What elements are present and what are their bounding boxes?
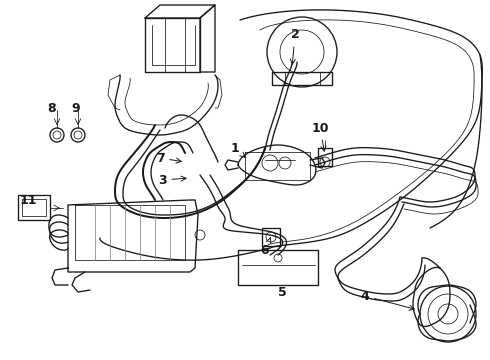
Bar [262, 228, 280, 246]
Text: 8: 8 [48, 102, 56, 114]
Text: 10: 10 [311, 122, 329, 151]
Text: 4: 4 [361, 289, 414, 310]
Text: 2: 2 [290, 28, 299, 64]
Text: 3: 3 [158, 174, 186, 186]
Text: 5: 5 [278, 287, 286, 300]
Text: 1: 1 [231, 141, 245, 157]
Bar [318, 148, 332, 166]
Text: 7: 7 [156, 152, 181, 165]
Text: 6: 6 [261, 238, 270, 256]
Text: 11: 11 [19, 194, 37, 207]
Bar [18, 195, 50, 220]
Text: 9: 9 [72, 102, 80, 114]
Bar [22, 199, 46, 216]
